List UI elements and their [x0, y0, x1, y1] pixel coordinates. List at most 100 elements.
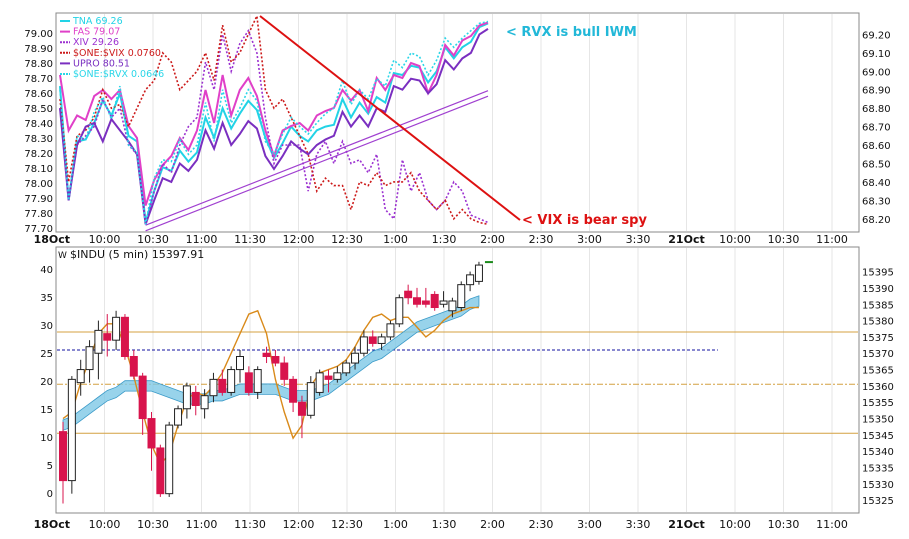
candle-body [76, 369, 85, 384]
candle-body [165, 424, 174, 495]
legend-label: XIV 29.26 [73, 37, 119, 48]
y-tick-label: 15 [40, 405, 53, 416]
y-tick-label: 5 [47, 461, 53, 472]
y-tick-label: 68.80 [862, 104, 891, 115]
y-tick-label: 15330 [862, 480, 894, 491]
y-tick-label: 77.70 [24, 224, 53, 235]
series-onervx [59, 20, 489, 225]
legend-label: $ONE:$RVX 0.0646 [73, 69, 164, 80]
middle-time-tick-label: 11:00 [816, 233, 848, 246]
candle-body [342, 362, 351, 374]
series-onevix [59, 13, 489, 226]
y-tick-label: 15325 [862, 496, 894, 507]
y-tick-label: 79.00 [24, 29, 53, 40]
bottom-time-tick-label: 3:30 [626, 518, 651, 531]
bottom-time-tick-label: 2:30 [529, 518, 554, 531]
candle-body [271, 356, 280, 364]
y-tick-label: 15375 [862, 333, 894, 344]
candle-body [174, 408, 183, 426]
y-tick-label: 68.40 [862, 178, 891, 189]
candle-body [280, 362, 289, 380]
candle-body [413, 297, 421, 305]
middle-time-tick-label: 10:30 [137, 233, 169, 246]
middle-time-tick-label: 10:00 [719, 233, 751, 246]
y-tick-label: 68.70 [862, 123, 891, 134]
panel-menu-icon[interactable]: W [58, 251, 67, 261]
candle-body [466, 274, 475, 286]
middle-time-tick-label: 10:00 [89, 233, 121, 246]
candle-body [85, 346, 94, 371]
y-tick-label: 69.00 [862, 67, 891, 78]
bottom-time-tick-label: 11:30 [234, 518, 266, 531]
candle-body [209, 378, 218, 397]
y-tick-label: 10 [40, 433, 53, 444]
middle-time-tick-label: 18Oct [34, 233, 70, 246]
bottom-time-tick-label: 10:30 [768, 518, 800, 531]
candle-body [474, 264, 483, 282]
bottom-time-tick-label: 3:00 [577, 518, 602, 531]
y-tick-label: 15380 [862, 317, 894, 328]
bottom-right-axis: 15395 15390 15385 15380 15375 15370 15365 15360… [862, 268, 894, 508]
candle-body [395, 297, 404, 325]
candle-body [404, 290, 413, 299]
candle-body [297, 401, 306, 416]
annotation-rvx: < RVX is bull IWM [506, 25, 637, 40]
bottom-time-tick-label: 11:00 [816, 518, 848, 531]
y-tick-label: 68.50 [862, 159, 891, 170]
candle-body [448, 300, 457, 312]
candle-body [94, 329, 103, 354]
bottom-time-tick-label: 12:00 [283, 518, 315, 531]
candle-body [138, 375, 147, 420]
middle-time-tick-label: 10:30 [768, 233, 800, 246]
candle-body [182, 385, 191, 410]
y-tick-label: 78.90 [24, 44, 53, 55]
candle-body [253, 369, 262, 393]
bottom-time-tick-label: 11:00 [186, 518, 218, 531]
bottom-time-tick-label: 1:30 [432, 518, 457, 531]
annotation-vix: < VIX is bear spy [522, 213, 647, 228]
y-tick-label: 68.20 [862, 215, 891, 226]
y-tick-label: 78.70 [24, 74, 53, 85]
y-tick-label: 15385 [862, 300, 894, 311]
y-tick-label: 25 [40, 349, 53, 360]
y-tick-label: 15350 [862, 415, 894, 426]
y-tick-label: 15345 [862, 431, 894, 442]
y-tick-label: 78.80 [24, 59, 53, 70]
legend-label: TNA 69.26 [72, 16, 123, 27]
candle-body [67, 378, 76, 482]
bottom-time-tick-label: 18Oct [34, 518, 70, 531]
channel-line [145, 90, 489, 226]
candle-body [430, 293, 439, 309]
candle-body [156, 447, 165, 495]
bottom-time-tick-label: 2:00 [480, 518, 505, 531]
candlesticks [59, 261, 493, 504]
candle-body [147, 418, 156, 449]
y-tick-label: 40 [40, 265, 53, 276]
legend-label: $ONE:$VIX 0.0760 [73, 48, 161, 59]
candle-body [129, 356, 138, 377]
y-tick-label: 78.10 [24, 164, 53, 175]
candle-body [218, 378, 227, 393]
candle-body [227, 369, 236, 393]
y-tick-label: 78.40 [24, 119, 53, 130]
bottom-time-tick-label: 12:30 [331, 518, 363, 531]
top-left-axis: 79.00 78.90 78.80 78.70 78.60 78.50 78.40 78.30… [24, 29, 53, 235]
bottom-time-tick-label: 10:00 [719, 518, 751, 531]
candle-body [306, 382, 315, 416]
y-tick-label: 30 [40, 321, 53, 332]
y-tick-label: 78.20 [24, 149, 53, 160]
trend-line [259, 15, 521, 221]
middle-time-tick-label: 3:30 [626, 233, 651, 246]
y-tick-label: 77.80 [24, 209, 53, 220]
candle-body [191, 391, 200, 406]
candle-body [324, 375, 333, 380]
y-tick-label: 15395 [862, 268, 894, 279]
middle-time-tick-label: 2:30 [529, 233, 554, 246]
candle-body [368, 336, 377, 344]
y-tick-label: 68.60 [862, 141, 891, 152]
bottom-left-axis: 40 35 30 25 20 15 10 5 0 [40, 265, 53, 500]
y-tick-label: 78.00 [24, 179, 53, 190]
candle-body [333, 372, 342, 380]
bottom-time-tick-label: 1:00 [383, 518, 408, 531]
